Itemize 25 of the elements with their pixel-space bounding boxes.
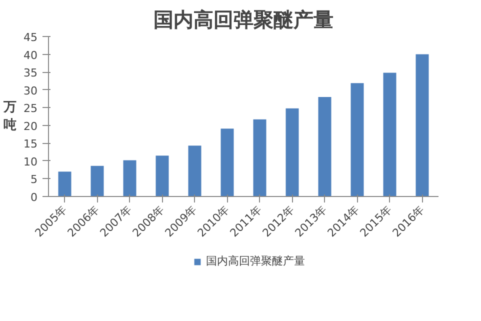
y-tick-label: 20	[24, 120, 38, 133]
bar	[90, 166, 104, 196]
y-tick-label: 25	[24, 102, 38, 116]
y-tick-label: 45	[24, 31, 38, 44]
y-tick-label: 0	[30, 191, 38, 204]
y-tick-label: 10	[24, 155, 38, 168]
bar	[58, 172, 72, 196]
bar	[383, 72, 396, 196]
y-tick-label: 5	[30, 173, 38, 186]
bar	[318, 96, 332, 196]
y-tick-label: 30	[24, 84, 38, 98]
bar	[220, 128, 234, 196]
bar	[350, 83, 364, 196]
bar	[416, 54, 429, 196]
bar	[156, 156, 169, 196]
y-tick-label: 15	[24, 138, 38, 151]
bar	[123, 160, 136, 196]
y-tick-label: 35	[24, 66, 38, 80]
bar	[253, 119, 266, 196]
chart-title: 国内高回弹聚醚产量	[154, 8, 334, 32]
legend-label: 国内高回弹聚醚产量	[206, 254, 305, 268]
y-tick-label: 40	[24, 48, 38, 62]
bar	[188, 146, 202, 196]
bar	[286, 108, 299, 196]
y-axis-title: 万吨	[2, 100, 17, 133]
